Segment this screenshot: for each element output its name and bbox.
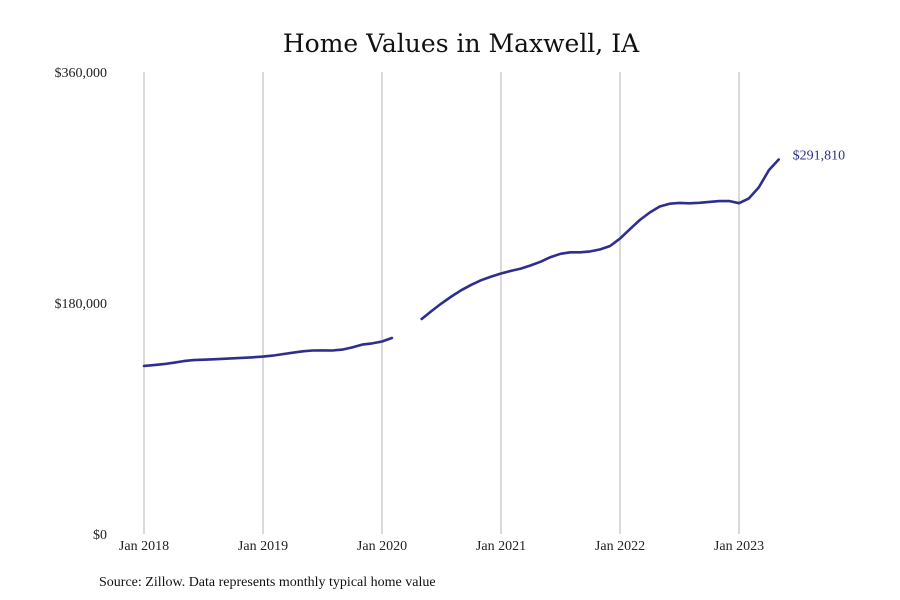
y-tick-label: $0 xyxy=(93,528,107,543)
x-tick-label: Jan 2022 xyxy=(595,539,645,554)
x-tick-label: Jan 2023 xyxy=(714,539,764,554)
series-line-segment xyxy=(420,158,780,321)
y-tick-label: $180,000 xyxy=(55,297,108,312)
series-home-value xyxy=(142,158,780,368)
gridlines xyxy=(143,72,740,534)
chart-title: Home Values in Maxwell, IA xyxy=(283,29,640,58)
x-tick-label: Jan 2019 xyxy=(238,539,288,554)
x-tick-label: Jan 2021 xyxy=(476,539,526,554)
x-tick-label: Jan 2018 xyxy=(119,539,169,554)
x-tick-label: Jan 2020 xyxy=(357,539,407,554)
end-value-label: $291,810 xyxy=(793,149,846,164)
x-axis-ticks: Jan 2018 Jan 2019 Jan 2020 Jan 2021 Jan 2022… xyxy=(119,539,764,554)
source-note: Source: Zillow. Data represents monthly … xyxy=(99,575,436,590)
series-line-segment xyxy=(142,336,394,368)
y-axis-ticks: $0 $180,000 $360,000 xyxy=(55,66,108,543)
y-tick-label: $360,000 xyxy=(55,66,108,81)
